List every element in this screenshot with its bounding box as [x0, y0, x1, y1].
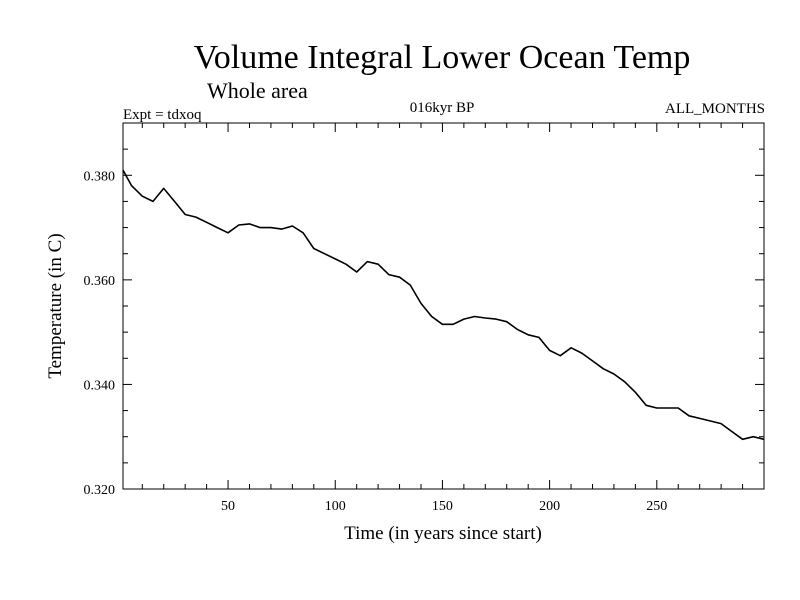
- x-tick-label: 150: [432, 499, 453, 514]
- experiment-label: Expt = tdxoq: [123, 107, 202, 123]
- plot-frame: [122, 122, 765, 490]
- x-axis-label: Time (in years since start): [344, 523, 542, 544]
- x-tick-label: 250: [646, 499, 667, 514]
- y-tick-label: 0.320: [84, 483, 116, 498]
- chart-subtitle: Whole area: [207, 78, 308, 103]
- y-tick-label: 0.380: [84, 169, 116, 184]
- y-tick-label: 0.360: [84, 274, 116, 289]
- y-ticks: 0.320 0.340 0.360 0.380: [84, 148, 764, 498]
- x-tick-label: 100: [325, 499, 346, 514]
- months-label: ALL_MONTHS: [665, 101, 765, 117]
- x-tick-label: 50: [221, 499, 235, 514]
- y-axis-label: Temperature (in C): [45, 233, 66, 378]
- x-tick-label: 200: [539, 499, 560, 514]
- chart-title: Volume Integral Lower Ocean Temp: [194, 39, 691, 76]
- y-tick-label: 0.340: [84, 378, 116, 393]
- x-ticks: 50 100 150 200 250: [141, 123, 744, 514]
- period-label: 016kyr BP: [410, 100, 475, 116]
- temperature-series-line: [122, 169, 765, 441]
